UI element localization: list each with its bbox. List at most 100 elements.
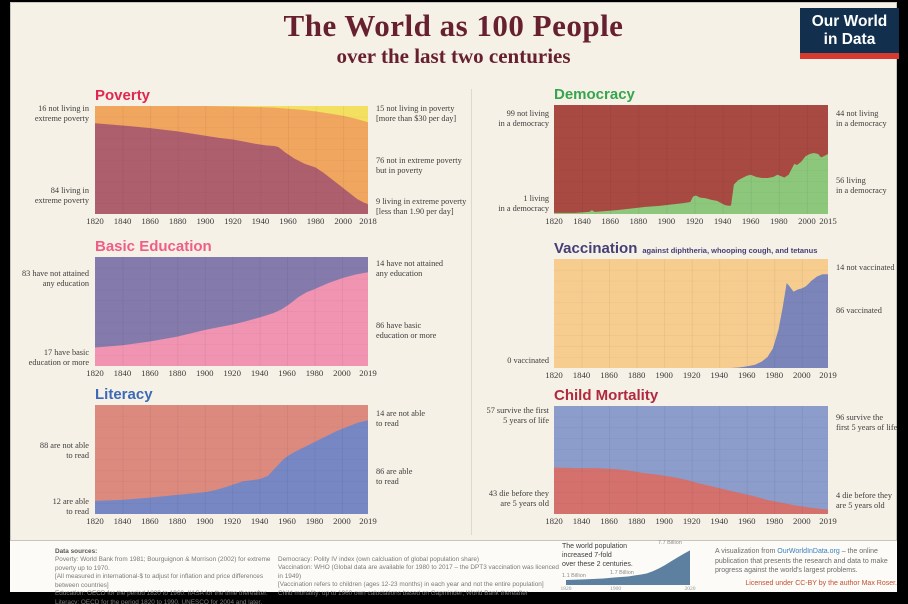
- chart-subtitle-vaccination: against diphtheria, whooping cough, and …: [642, 246, 818, 255]
- chart-title-poverty: Poverty: [95, 87, 151, 104]
- annotation: 9 living in extreme poverty [less than 1…: [376, 197, 467, 217]
- tick-label: 1820: [545, 370, 563, 380]
- tick-label: 1920: [223, 368, 241, 378]
- tick-label: 1960: [279, 216, 297, 226]
- population-label-1820: 1.1 Billion: [562, 573, 586, 579]
- tick-label: 1940: [250, 516, 269, 526]
- tick-label: 1880: [168, 368, 187, 378]
- attribution-text: A visualization from OurWorldInData.org …: [715, 548, 888, 575]
- tick-label: 1860: [141, 368, 159, 378]
- tick-label: 1840: [573, 216, 591, 226]
- chart-title-democracy: Democracy: [554, 86, 635, 103]
- tick-label: 1940: [250, 368, 269, 378]
- tick-label: 2018: [359, 216, 377, 226]
- page: The World as 100 People over the last tw…: [10, 2, 899, 604]
- tick-label: 1840: [572, 370, 591, 380]
- chart-plot-education: [95, 257, 368, 366]
- annotation: 15 not living in poverty [more than $30 …: [376, 104, 457, 124]
- annotation: 76 not in extreme poverty but in poverty: [376, 156, 462, 176]
- page-subtitle: over the last two centuries: [336, 44, 571, 68]
- chart-title-literacy: Literacy: [95, 386, 153, 403]
- annotation: 44 not living in a democracy: [836, 109, 887, 129]
- tick-label: 1900: [655, 516, 673, 526]
- population-label-1900: 1.7 Billion: [610, 570, 634, 576]
- tick-label: 1960: [741, 216, 760, 226]
- annotation: 86 are able to read: [376, 467, 413, 487]
- tick-label: 2000: [798, 216, 816, 226]
- tick-label: 1900: [655, 370, 673, 380]
- tick-label: 2000: [333, 368, 351, 378]
- x-axis-childmortality: 1820 1840 1860 1880 1900 1920 1940 1960 1980 2000…: [545, 516, 837, 528]
- tick-label: 2019: [819, 516, 837, 526]
- tick-label: 2019: [359, 368, 377, 378]
- annotation: 86 vaccinated: [836, 306, 882, 315]
- x-axis-poverty: 1820 1840 1860 1880 1900 1920 1940 1960 1980 2000…: [86, 216, 377, 228]
- tick-label: 1860: [141, 516, 159, 526]
- chart-plot-democracy: [554, 105, 828, 214]
- annotation: 12 are able to read: [52, 497, 89, 517]
- tick-label: 1860: [600, 516, 618, 526]
- tick-label: 1840: [113, 216, 132, 226]
- tick-label: 1840: [113, 516, 132, 526]
- tick-label: 2015: [819, 216, 837, 226]
- tick-label: 1840: [113, 368, 132, 378]
- population-caption: The world population increased 7-fold ov…: [562, 543, 633, 569]
- tick-label: 2000: [334, 216, 352, 226]
- annotation: 16 not living in extreme poverty: [34, 104, 89, 124]
- tick-label: 1820: [545, 216, 563, 226]
- chart-plot-literacy: [95, 405, 368, 514]
- owid-logo-redbar: [800, 53, 899, 59]
- data-sources-col2: Democracy: Polity IV index (own calcluat…: [278, 556, 559, 597]
- tick-label: 2019: [819, 370, 837, 380]
- tick-label: 1880: [629, 216, 648, 226]
- license-text: Licensed under CC-BY by the author Max R…: [745, 580, 897, 587]
- tick-label: 1880: [627, 516, 646, 526]
- tick-label: 2000: [793, 370, 811, 380]
- tick-label: 1920: [682, 516, 701, 526]
- chart-plot-vaccination: [554, 259, 828, 368]
- tick-label: 2020: [684, 586, 696, 592]
- annotation: 14 not vaccinated: [836, 263, 895, 272]
- tick-label: 1900: [195, 516, 214, 526]
- annotation: 1 living in a democracy: [498, 194, 549, 214]
- tick-label: 1880: [168, 216, 187, 226]
- page-title: The World as 100 People: [283, 8, 624, 43]
- tick-label: 1920: [223, 516, 241, 526]
- tick-label: 1900: [610, 586, 622, 592]
- annotation: 96 survive the first 5 years of life: [836, 413, 898, 433]
- tick-label: 2000: [333, 516, 351, 526]
- x-axis-vaccination: 1820 1840 1860 1880 1900 1920 1940 1960 1980 2000…: [545, 370, 837, 382]
- annotation: 14 are not able to read: [376, 409, 426, 429]
- x-axis-literacy: 1820 1840 1860 1880 1900 1920 1940 1960 1980 2000…: [86, 516, 377, 528]
- data-sources-col1: Data sources: Poverty: World Bank from 1…: [55, 548, 273, 604]
- tick-label: 1940: [710, 516, 729, 526]
- tick-label: 1980: [765, 370, 784, 380]
- annotation: 17 have basic education or more: [28, 348, 89, 368]
- tick-label: 1820: [545, 516, 563, 526]
- tick-label: 1980: [305, 516, 324, 526]
- chart-title-childmortality: Child Mortality: [554, 387, 659, 404]
- annotation: 14 have not attained any education: [376, 259, 444, 279]
- tick-label: 1980: [306, 216, 325, 226]
- tick-label: 1920: [224, 216, 242, 226]
- data-sources-heading: Data sources:: [55, 548, 98, 555]
- tick-label: 1940: [710, 370, 729, 380]
- annotation: 4 die before they are 5 years old: [836, 491, 892, 511]
- tick-label: 1940: [713, 216, 732, 226]
- tick-label: 1980: [305, 368, 324, 378]
- population-label-2020: 7.7 Billion: [658, 540, 682, 546]
- owid-link[interactable]: OurWorldInData.org: [777, 548, 840, 555]
- population-x-axis: 1820 1900 2020: [561, 586, 696, 598]
- tick-label: 1820: [560, 586, 572, 592]
- tick-label: 1960: [278, 516, 296, 526]
- tick-label: 1960: [737, 516, 756, 526]
- tick-label: 1820: [86, 516, 104, 526]
- chart-title-vaccination: Vaccination against diphtheria, whooping …: [554, 240, 818, 257]
- annotation: 0 vaccinated: [507, 356, 549, 365]
- tick-label: 1920: [682, 370, 701, 380]
- tick-label: 1900: [657, 216, 676, 226]
- tick-label: 1860: [601, 216, 619, 226]
- tick-label: 1920: [685, 216, 704, 226]
- column-divider: [471, 89, 472, 535]
- tick-label: 1960: [278, 368, 296, 378]
